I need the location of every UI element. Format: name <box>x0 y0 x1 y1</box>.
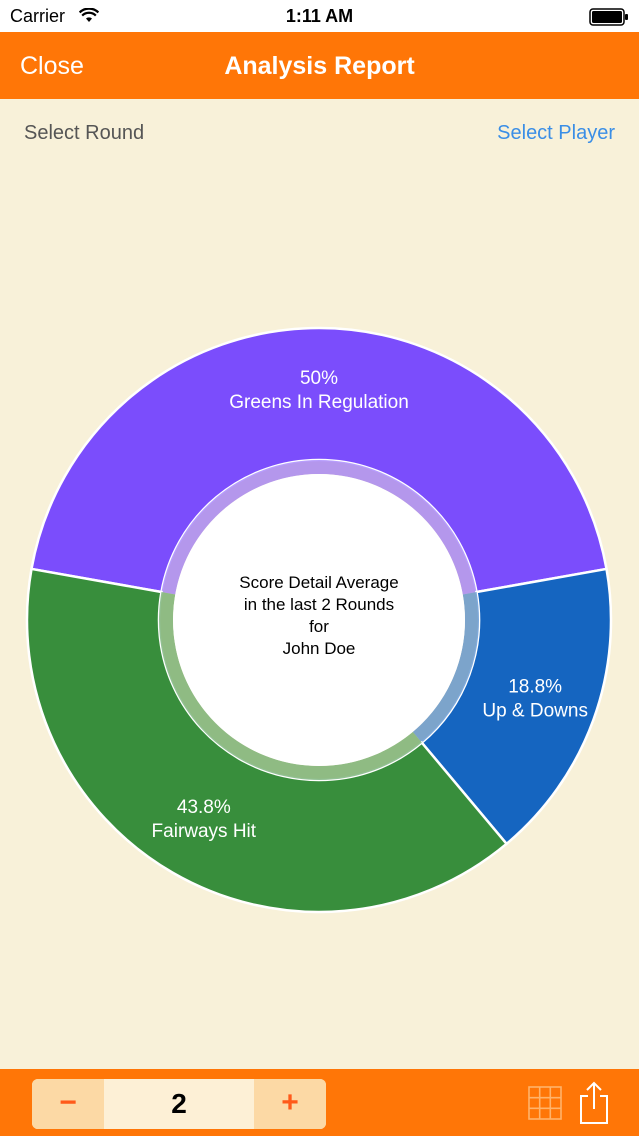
center-line-4: John Doe <box>282 639 356 658</box>
close-button[interactable]: Close <box>20 52 84 80</box>
grid-icon[interactable] <box>528 1086 562 1125</box>
donut-chart: 50% Greens In Regulation 18.8% Up & Downs 43… <box>0 300 639 940</box>
round-stepper: − 2 + <box>32 1079 326 1129</box>
select-player-button[interactable]: Select Player <box>497 122 615 144</box>
nav-bar: Close Analysis Report <box>0 32 639 99</box>
carrier-label: Carrier <box>10 6 66 26</box>
battery-icon <box>589 8 629 31</box>
center-line-1: Score Detail Average <box>239 573 399 592</box>
slice-value-label: 18.8% <box>508 677 562 698</box>
slice-value-label: 50% <box>300 368 338 389</box>
chart-center-caption: Score Detail Average in the last 2 Round… <box>174 572 464 660</box>
decrement-button[interactable]: − <box>32 1079 104 1129</box>
slice-value-label: 43.8% <box>177 797 231 818</box>
stepper-value: 2 <box>171 1088 187 1119</box>
status-time: 1:11 AM <box>285 6 354 26</box>
center-line-2: in the last 2 Rounds <box>243 595 395 614</box>
increment-button[interactable]: + <box>254 1079 326 1129</box>
donut-center <box>173 474 465 766</box>
slice-category-label: Greens In Regulation <box>229 392 409 413</box>
select-round-button[interactable]: Select Round <box>24 122 145 144</box>
bottom-toolbar: − 2 + <box>0 1069 639 1136</box>
slice-inner-band <box>161 459 477 595</box>
slice-category-label: Fairways Hit <box>152 821 257 842</box>
page-title: Analysis Report <box>224 52 415 80</box>
center-line-3: for <box>309 617 329 636</box>
donut-chart-svg: 50% Greens In Regulation 18.8% Up & Downs 43… <box>25 326 613 914</box>
slice-inner-band <box>412 592 480 743</box>
slice-category-label: Up & Downs <box>482 701 588 722</box>
share-icon[interactable] <box>578 1081 610 1130</box>
status-bar: Carrier 1:11 AM <box>0 0 639 32</box>
wifi-icon <box>78 7 100 29</box>
slice-inner-band <box>159 592 422 780</box>
